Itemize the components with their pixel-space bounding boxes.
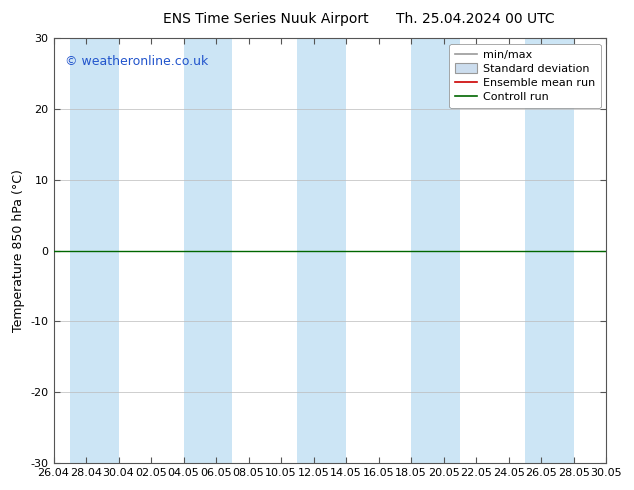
Bar <box>525 38 574 463</box>
Text: ENS Time Series Nuuk Airport: ENS Time Series Nuuk Airport <box>164 12 369 26</box>
Legend: min/max, Standard deviation, Ensemble mean run, Controll run: min/max, Standard deviation, Ensemble me… <box>450 44 600 108</box>
Y-axis label: Temperature 850 hPa (°C): Temperature 850 hPa (°C) <box>12 169 25 332</box>
Text: Th. 25.04.2024 00 UTC: Th. 25.04.2024 00 UTC <box>396 12 555 26</box>
Bar <box>297 38 346 463</box>
Text: © weatheronline.co.uk: © weatheronline.co.uk <box>65 55 208 68</box>
Bar <box>70 38 119 463</box>
Bar <box>184 38 232 463</box>
Bar <box>411 38 460 463</box>
